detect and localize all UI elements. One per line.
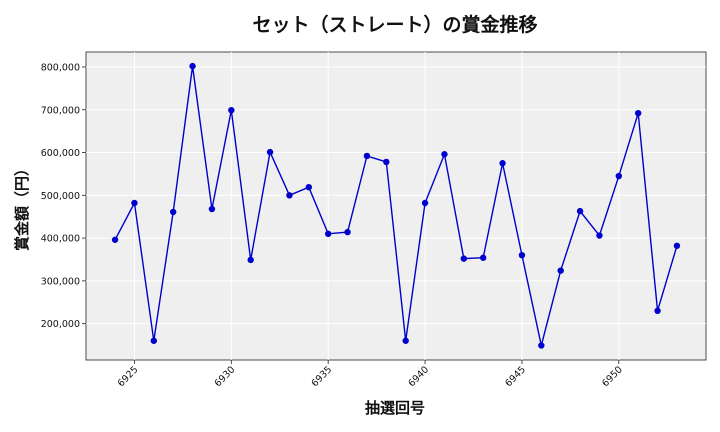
- grid: [86, 52, 706, 360]
- x-tick-label: 6930: [213, 364, 238, 389]
- data-point: [596, 232, 603, 239]
- data-point: [324, 230, 332, 238]
- data-point: [634, 109, 642, 117]
- data-point: [111, 236, 119, 243]
- y-tick-label: 800,000: [41, 62, 80, 73]
- data-point: [131, 199, 138, 207]
- data-point: [189, 62, 196, 70]
- chart-title: セット（ストレート）の賞金推移: [252, 13, 537, 36]
- data-point: [460, 255, 468, 262]
- x-tick-label: 6925: [116, 364, 141, 389]
- data-point: [402, 337, 409, 344]
- data-point: [247, 256, 254, 264]
- data-point: [344, 228, 351, 236]
- data-point: [286, 192, 293, 199]
- y-tick-label: 500,000: [41, 191, 80, 202]
- y-tick-label: 700,000: [41, 105, 80, 116]
- data-point: [421, 199, 429, 207]
- x-tick-label: 6950: [600, 364, 625, 389]
- data-point: [441, 151, 448, 158]
- data-point: [654, 307, 661, 315]
- data-point: [363, 152, 371, 160]
- plot-area: [85, 51, 707, 361]
- data-point: [576, 207, 584, 215]
- data-point: [673, 242, 681, 249]
- data-point: [557, 267, 564, 274]
- data-point: [266, 148, 274, 156]
- data-point: [169, 208, 177, 216]
- data-point: [228, 106, 235, 114]
- data-point: [479, 254, 487, 261]
- data-point: [538, 342, 545, 349]
- data-point: [150, 337, 158, 344]
- data-point: [305, 183, 313, 191]
- y-tick-label: 200,000: [41, 319, 80, 330]
- x-tick-label: 6945: [503, 364, 528, 389]
- data-point: [383, 158, 390, 166]
- y-axis-label: 賞金額（円）: [13, 161, 31, 251]
- y-tick-label: 400,000: [41, 234, 80, 245]
- data-point: [499, 160, 506, 167]
- y-tick-label: 600,000: [41, 148, 80, 159]
- y-tick-label: 300,000: [41, 276, 80, 287]
- series-line: [114, 66, 678, 346]
- data-point: [615, 172, 623, 180]
- x-tick-label: 6935: [309, 364, 334, 389]
- data-point: [518, 251, 526, 259]
- x-tick-label: 6940: [406, 364, 431, 389]
- series-layer: [111, 62, 681, 349]
- data-point: [208, 205, 216, 213]
- x-axis-label: 抽選回号: [365, 399, 425, 417]
